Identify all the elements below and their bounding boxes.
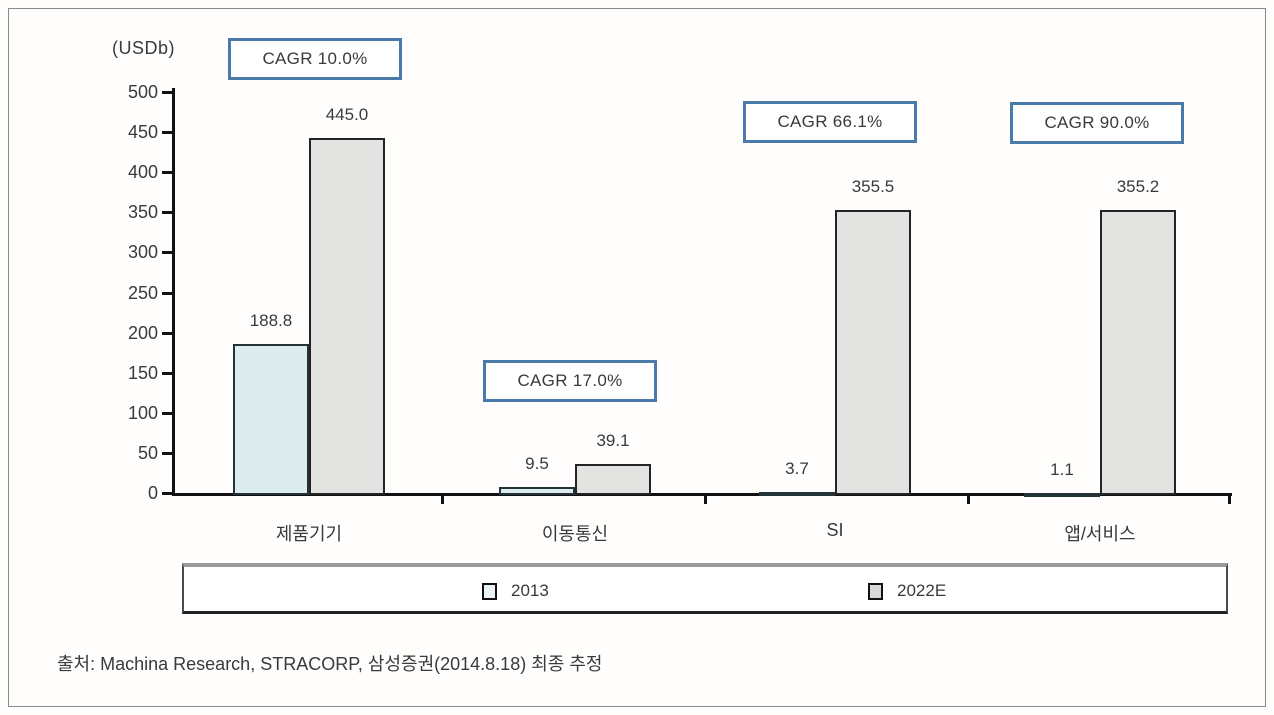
outer-frame bbox=[8, 8, 1266, 707]
cagr-box-group2: CAGR 66.1% bbox=[743, 101, 917, 143]
bar-2013-group2 bbox=[759, 492, 835, 496]
cagr-box-group3: CAGR 90.0% bbox=[1010, 102, 1184, 144]
y-tick-label: 300 bbox=[127, 242, 158, 263]
y-tick bbox=[162, 211, 172, 215]
y-tick bbox=[162, 451, 172, 455]
legend-swatch-2022e-icon bbox=[868, 582, 883, 600]
x-tick bbox=[1228, 496, 1231, 504]
bar-value-label: 9.5 bbox=[525, 454, 549, 473]
x-tick bbox=[967, 496, 970, 504]
y-tick bbox=[162, 371, 172, 375]
y-tick bbox=[162, 492, 172, 495]
legend-item-2022e: 2022E bbox=[868, 581, 946, 601]
x-axis-line bbox=[172, 493, 1232, 496]
bar-2022e-group2 bbox=[835, 210, 911, 495]
legend-box: 2013 2022E bbox=[182, 563, 1228, 614]
cagr-box-group1: CAGR 17.0% bbox=[483, 360, 657, 402]
x-category-label: 앱/서비스 bbox=[1064, 524, 1136, 544]
bar-2013-group1 bbox=[499, 487, 575, 495]
bar-value-label: 355.2 bbox=[1116, 177, 1160, 196]
y-tick-label: 0 bbox=[147, 483, 158, 503]
legend-swatch-2013-icon bbox=[482, 582, 497, 600]
y-tick-label: 150 bbox=[127, 362, 158, 383]
y-tick bbox=[162, 291, 172, 295]
bar-2013-group3 bbox=[1024, 493, 1100, 497]
bar-2013-group0 bbox=[233, 344, 309, 495]
bar-value-label: 445.0 bbox=[325, 105, 369, 124]
bar-2022e-group0 bbox=[309, 138, 385, 495]
x-tick bbox=[704, 496, 707, 504]
y-tick-label: 400 bbox=[127, 162, 158, 183]
y-tick-label: 500 bbox=[127, 82, 158, 102]
y-axis-line bbox=[172, 88, 175, 496]
bar-value-label: 355.5 bbox=[851, 177, 895, 196]
y-tick bbox=[162, 251, 172, 255]
bar-value-label: 188.8 bbox=[249, 311, 293, 330]
bar-value-label: 1.1 bbox=[1050, 460, 1074, 479]
y-tick-label: 100 bbox=[127, 402, 158, 423]
x-tick bbox=[441, 496, 444, 504]
y-tick bbox=[162, 91, 172, 94]
bar-value-label: 3.7 bbox=[785, 459, 809, 478]
bar-2022e-group3 bbox=[1100, 210, 1176, 495]
y-tick-label: 350 bbox=[127, 202, 158, 223]
bar-value-label: 39.1 bbox=[596, 431, 630, 450]
y-tick-label: 450 bbox=[127, 122, 158, 143]
y-tick bbox=[162, 131, 172, 135]
x-category-label: 이동통신 bbox=[541, 524, 609, 544]
legend-item-2013: 2013 bbox=[482, 581, 549, 601]
bar-2022e-group1 bbox=[575, 464, 651, 495]
source-note: 출처: Machina Research, STRACORP, 삼성증권(201… bbox=[57, 654, 603, 674]
y-tick-label: 200 bbox=[127, 322, 158, 343]
y-axis-unit-label: (USDb) bbox=[112, 38, 176, 58]
cagr-box-group0: CAGR 10.0% bbox=[228, 38, 402, 80]
x-category-label: 제품기기 bbox=[275, 524, 343, 544]
y-tick-label: 250 bbox=[127, 282, 158, 303]
y-tick bbox=[162, 411, 172, 415]
legend-label-2022e: 2022E bbox=[897, 581, 947, 600]
legend-label-2013: 2013 bbox=[511, 581, 549, 600]
y-tick bbox=[162, 171, 172, 175]
y-tick-label: 50 bbox=[137, 442, 158, 463]
y-tick bbox=[162, 331, 172, 335]
x-category-label: SI bbox=[826, 520, 844, 540]
